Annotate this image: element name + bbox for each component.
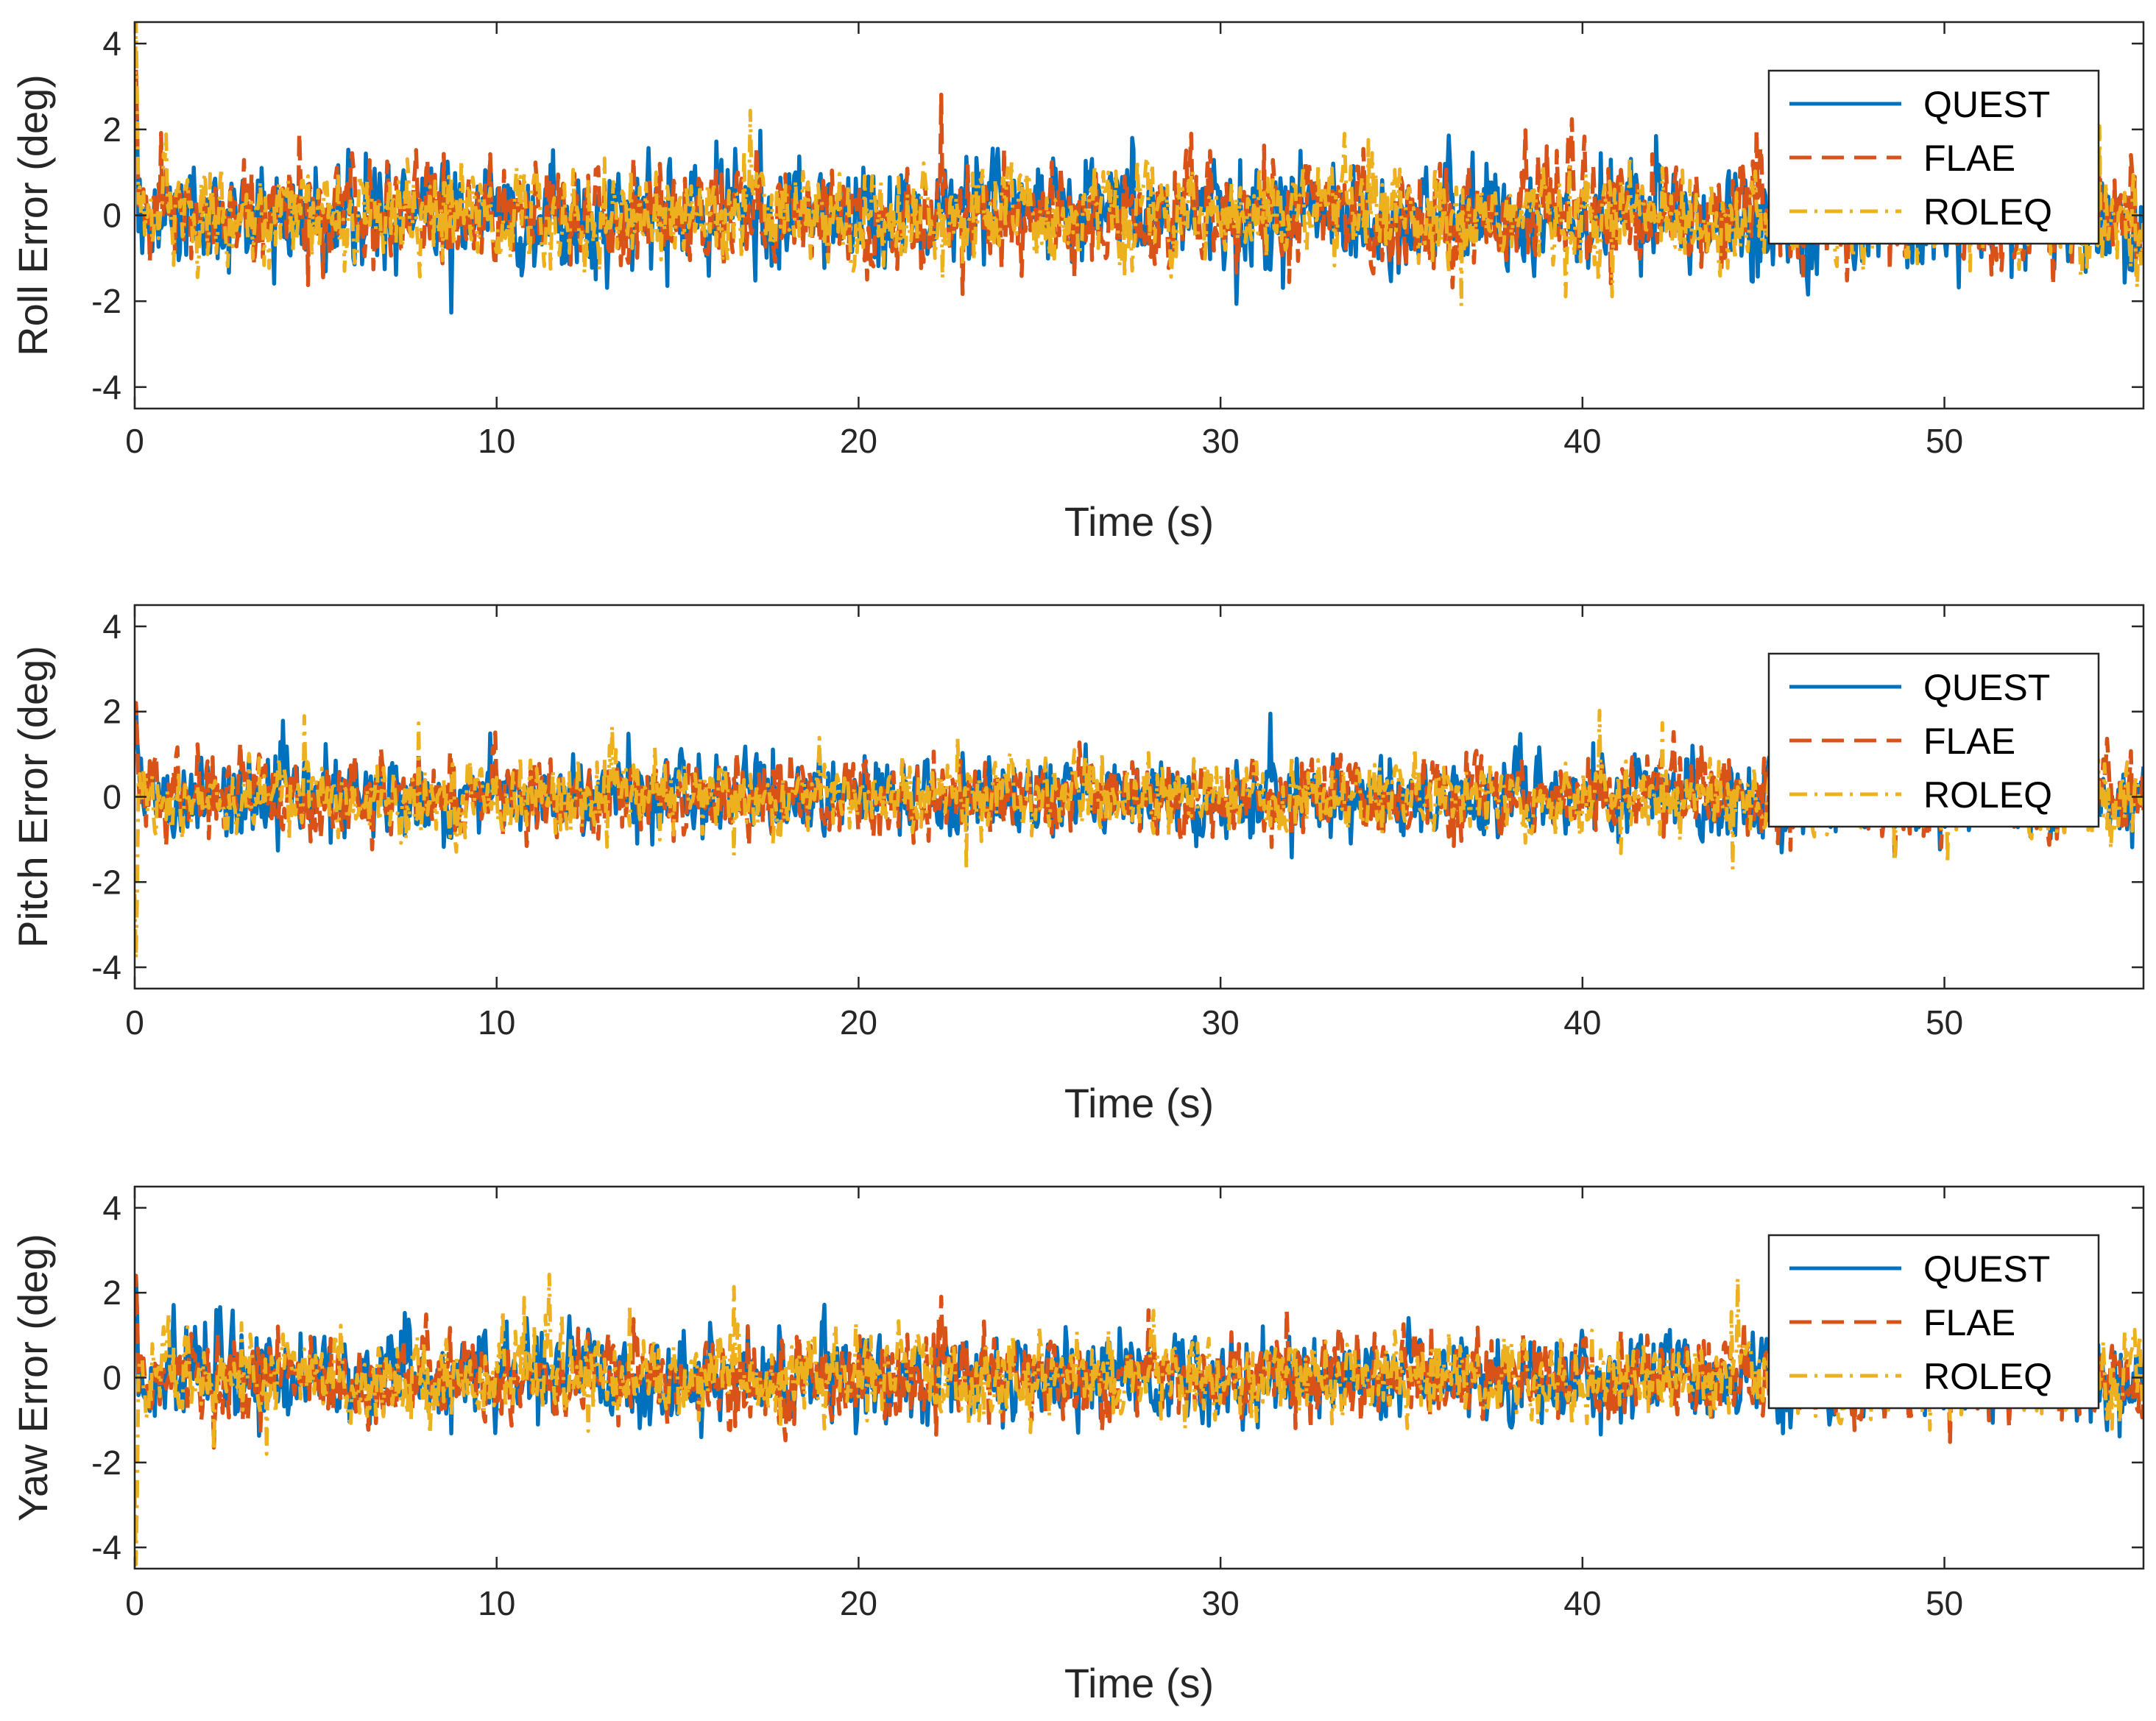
legend-label-flae: FLAE (1923, 1302, 2015, 1343)
legend-label-quest: QUEST (1923, 667, 2050, 708)
x-axis-label: Time (s) (1064, 1660, 1214, 1706)
y-tick-label: -2 (91, 1443, 121, 1482)
x-tick-label: 0 (125, 1584, 144, 1622)
y-axis-label: Yaw Error (deg) (10, 1234, 56, 1522)
y-tick-label: 2 (102, 110, 121, 149)
y-tick-label: -4 (91, 1528, 121, 1566)
x-tick-label: 0 (125, 422, 144, 460)
x-tick-label: 10 (478, 422, 515, 460)
x-axis-label: Time (s) (1064, 1080, 1214, 1126)
x-axis-label: Time (s) (1064, 498, 1214, 545)
legend-label-quest: QUEST (1923, 1248, 2050, 1290)
legend: QUEST FLAE ROLEQ (1767, 1234, 2100, 1410)
y-tick-label: -4 (91, 368, 121, 406)
legend-label-flae: FLAE (1923, 138, 2015, 179)
legend-label-roleq: ROLEQ (1923, 774, 2052, 816)
x-tick-label: 20 (840, 1003, 877, 1042)
x-tick-label: 0 (125, 1003, 144, 1042)
x-tick-label: 20 (840, 422, 877, 460)
x-tick-label: 50 (1926, 422, 1963, 460)
y-axis-label: Pitch Error (deg) (10, 646, 56, 948)
legend-label-roleq: ROLEQ (1923, 191, 2052, 233)
series-line-roleq (135, 708, 2143, 961)
x-tick-label: 40 (1563, 1584, 1601, 1622)
y-tick-label: 2 (102, 693, 121, 731)
y-tick-label: 0 (102, 1359, 121, 1397)
legend: QUEST FLAE ROLEQ (1767, 69, 2100, 245)
y-tick-label: -2 (91, 863, 121, 901)
y-tick-label: -4 (91, 948, 121, 986)
y-tick-label: 4 (102, 1189, 121, 1227)
x-tick-label: 50 (1926, 1003, 1963, 1042)
legend: QUEST FLAE ROLEQ (1767, 652, 2100, 828)
y-tick-label: 4 (102, 607, 121, 646)
y-tick-label: -2 (91, 282, 121, 320)
y-tick-label: 0 (102, 197, 121, 235)
x-tick-label: 30 (1202, 1584, 1240, 1622)
x-tick-label: 30 (1202, 422, 1240, 460)
y-axis-label: Roll Error (deg) (10, 74, 56, 356)
x-tick-label: 50 (1926, 1584, 1963, 1622)
y-tick-label: 4 (102, 24, 121, 63)
x-tick-label: 10 (478, 1003, 515, 1042)
x-tick-label: 40 (1563, 422, 1601, 460)
x-tick-label: 30 (1202, 1003, 1240, 1042)
y-tick-label: 0 (102, 778, 121, 816)
legend-label-flae: FLAE (1923, 721, 2015, 762)
legend-label-quest: QUEST (1923, 84, 2050, 125)
legend-label-roleq: ROLEQ (1923, 1356, 2052, 1397)
x-tick-label: 20 (840, 1584, 877, 1622)
x-tick-label: 10 (478, 1584, 515, 1622)
x-tick-label: 40 (1563, 1003, 1601, 1042)
y-tick-label: 2 (102, 1273, 121, 1312)
